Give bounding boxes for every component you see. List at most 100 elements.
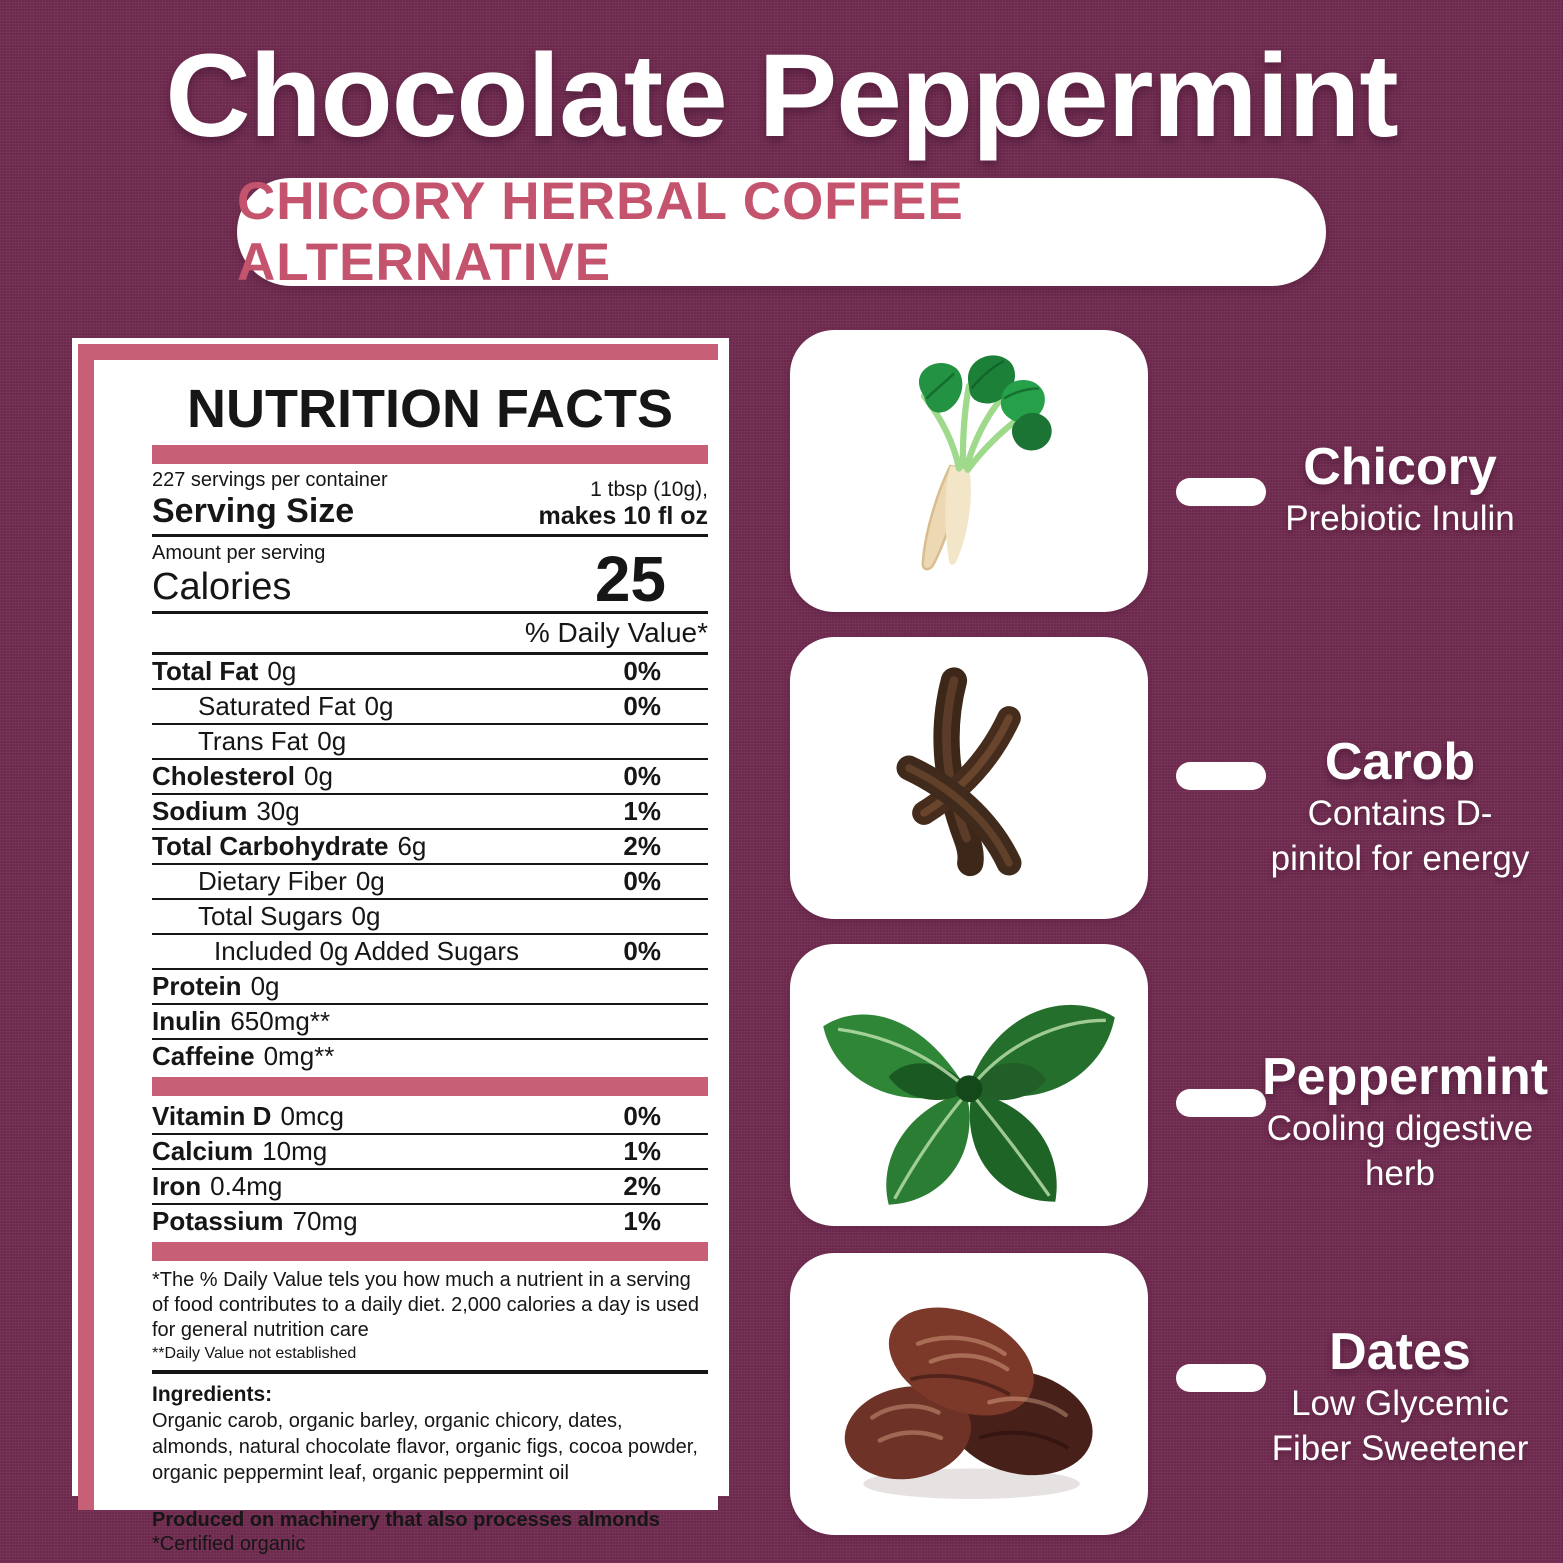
nutrient-amount: 0g: [304, 761, 333, 791]
carob-pods-photo: [896, 667, 1022, 877]
nutrient-row: Total Fat 0g 0%: [152, 655, 708, 690]
dates-photo-tile: [790, 1253, 1148, 1535]
nutrient-name: Iron: [152, 1171, 202, 1201]
pink-divider-top: [152, 445, 708, 464]
serving-size-value-line1: 1 tbsp (10g),: [590, 478, 708, 501]
nutrient-row: Iron 0.4mg 2%: [152, 1170, 708, 1205]
chicory-connector-dash: [1176, 478, 1266, 506]
nutrient-daily-value-pct: 0%: [623, 691, 661, 721]
carob-name: Carob: [1324, 733, 1476, 791]
carob-desc: Contains D-pinitol for energy: [1270, 794, 1530, 878]
nutrient-daily-value-pct: 1%: [623, 796, 661, 826]
nutrient-name: Included 0g Added Sugars: [214, 936, 520, 966]
daily-value-header: % Daily Value*: [152, 614, 708, 655]
peppermint-connector-dash: [1176, 1089, 1266, 1117]
nutrient-daily-value-pct: 0%: [623, 936, 661, 966]
nutrient-name: Calcium: [152, 1136, 254, 1166]
nutrient-amount: 70mg: [292, 1206, 358, 1236]
nutrient-name: Potassium: [152, 1206, 284, 1236]
nutrient-row: Potassium 70mg 1%: [152, 1205, 708, 1238]
pink-divider-mid: [152, 1077, 708, 1096]
nutrient-amount: 0mg**: [263, 1041, 335, 1071]
nutrient-rows: Total Fat 0g 0% Saturated Fat 0g 0% Trans Fat 0…: [152, 655, 708, 1073]
ingredients-text: Organic carob, organic barley, organic c…: [152, 1410, 698, 1484]
ingredients-divider: [152, 1370, 708, 1374]
nutrient-daily-value-pct: 0%: [623, 1101, 661, 1131]
dv-not-established-note: **Daily Value not established: [152, 1345, 357, 1362]
nutrient-row: Sodium 30g 1%: [152, 795, 708, 830]
ingredients-label: Ingredients:: [152, 1383, 273, 1406]
nutrient-amount: 0g: [317, 726, 347, 756]
nutrient-daily-value-pct: 0%: [623, 866, 661, 896]
nutrient-amount: 6g: [397, 831, 427, 861]
nutrient-amount: 10mg: [262, 1136, 328, 1166]
serving-size-value-line2: makes 10 fl oz: [538, 502, 708, 530]
dates-desc: Low Glycemic Fiber Sweetener: [1271, 1384, 1529, 1468]
daily-value-footnote: *The % Daily Value tels you how much a n…: [152, 1269, 700, 1341]
peppermint-photo-tile: [790, 944, 1148, 1226]
nutrient-name: Total Carbohydrate: [152, 831, 389, 861]
nutrient-row: Total Carbohydrate 6g 2%: [152, 830, 708, 865]
nutrient-row: Cholesterol 0g 0%: [152, 760, 708, 795]
peppermint-name: Peppermint: [1262, 1048, 1549, 1106]
nutrient-name: Caffeine: [152, 1041, 255, 1071]
peppermint-leaves-photo: [823, 1004, 1115, 1205]
nutrient-daily-value-pct: 2%: [623, 831, 661, 861]
nutrient-daily-value-pct: 1%: [623, 1136, 661, 1166]
nutrient-name: Dietary Fiber: [198, 866, 347, 896]
page-title: Chocolate Peppermint: [165, 30, 1398, 162]
micronutrient-rows: Vitamin D 0mcg 0% Calcium 10mg 1% Iron 0.4mg 2% P…: [152, 1100, 708, 1238]
nutrient-amount: 0g: [351, 901, 381, 931]
servings-per-container: 227 servings per container: [152, 469, 388, 491]
calories-section: Amount per serving Calories 25: [152, 537, 708, 614]
carob-photo-tile: [790, 637, 1148, 919]
certified-organic-note: *Certified organic: [152, 1533, 306, 1555]
chicory-photo-tile: [790, 330, 1148, 612]
nutrient-amount: 30g: [256, 796, 300, 826]
dates-connector-dash: [1176, 1364, 1266, 1392]
calories-label: Calories: [152, 566, 292, 608]
nutrient-name: Inulin: [152, 1006, 222, 1036]
nutrient-name: Sodium: [152, 796, 248, 826]
nutrient-row: Total Sugars 0g: [152, 900, 708, 935]
nutrient-row: Trans Fat 0g: [152, 725, 708, 760]
nutrient-row: Saturated Fat 0g 0%: [152, 690, 708, 725]
nutrient-daily-value-pct: 2%: [623, 1171, 661, 1201]
amount-per-serving: Amount per serving: [152, 542, 326, 564]
nutrient-name: Vitamin D: [152, 1101, 272, 1131]
nutrient-row: Dietary Fiber 0g 0%: [152, 865, 708, 900]
nutrient-name: Trans Fat: [198, 726, 309, 756]
dates-name: Dates: [1329, 1323, 1471, 1381]
nutrient-name: Total Sugars: [198, 901, 343, 931]
serving-size-label: Serving Size: [152, 492, 355, 530]
nutrition-label-body: NUTRITION FACTS 227 servings per contain…: [94, 380, 734, 1556]
nutrition-label-card: NUTRITION FACTS 227 servings per contain…: [72, 338, 735, 1555]
nutrient-amount: 0g: [364, 691, 394, 721]
nutrient-daily-value-pct: 0%: [623, 761, 661, 791]
subtitle-text: CHICORY HERBAL COFFEE ALTERNATIVE: [237, 172, 964, 292]
nutrient-name: Total Fat: [152, 656, 259, 686]
peppermint-label-block: Peppermint Cooling digestive herb: [1262, 1048, 1549, 1196]
nutrient-amount: 0g: [267, 656, 297, 686]
nutrient-amount: 650mg**: [230, 1006, 331, 1036]
nutrition-facts-heading: NUTRITION FACTS: [187, 379, 673, 439]
nutrient-row: Protein 0g: [152, 970, 708, 1005]
pink-divider-bottom: [152, 1242, 708, 1261]
peppermint-desc: Cooling digestive herb: [1266, 1109, 1534, 1193]
nutrient-amount: 0g: [355, 866, 385, 896]
chicory-name: Chicory: [1303, 438, 1497, 496]
nutrient-row: Caffeine 0mg**: [152, 1040, 708, 1073]
nutrient-name: Cholesterol: [152, 761, 296, 791]
chicory-desc: Prebiotic Inulin: [1285, 499, 1515, 538]
chicory-label-block: Chicory Prebiotic Inulin: [1262, 438, 1538, 541]
carob-label-block: Carob Contains D-pinitol for energy: [1262, 733, 1538, 881]
dates-label-block: Dates Low Glycemic Fiber Sweetener: [1262, 1323, 1538, 1471]
nutrient-name: Saturated Fat: [198, 691, 356, 721]
serving-size-section: 227 servings per container Serving Size …: [152, 469, 708, 537]
nutrient-name: Protein: [152, 971, 242, 1001]
nutrient-amount: 0mcg: [280, 1101, 345, 1131]
carob-connector-dash: [1176, 762, 1266, 790]
nutrient-row: Vitamin D 0mcg 0%: [152, 1100, 708, 1135]
card-front-sheet: NUTRITION FACTS 227 servings per contain…: [78, 344, 718, 1555]
